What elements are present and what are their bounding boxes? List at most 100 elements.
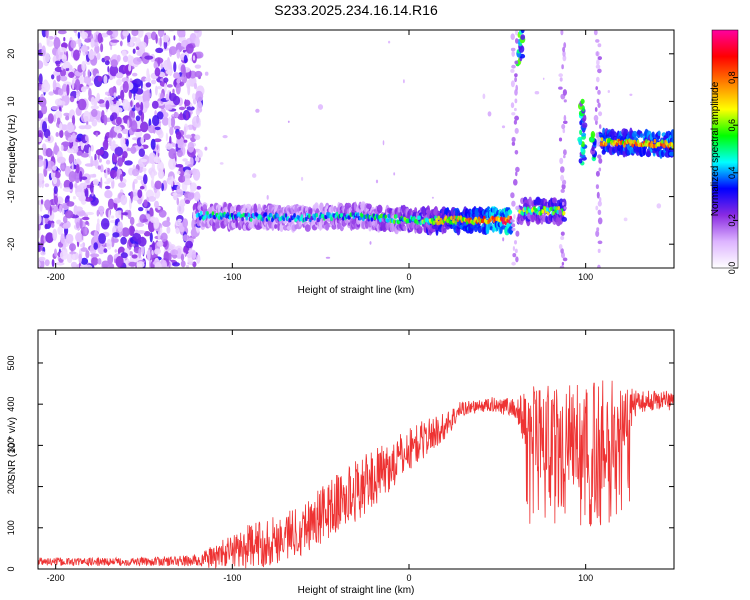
band-blob	[511, 223, 516, 228]
ridge-halo	[231, 220, 237, 229]
noise-blob	[393, 172, 396, 176]
noise-blob	[127, 32, 131, 45]
noise-blob	[117, 157, 123, 167]
band-blob	[513, 119, 518, 125]
noise-blob	[152, 126, 156, 134]
noise-blob	[54, 248, 57, 257]
noise-blob	[66, 121, 75, 133]
noise-blob	[79, 170, 83, 182]
noise-blob	[266, 195, 269, 200]
noise-blob	[184, 99, 191, 107]
noise-blob	[325, 256, 331, 259]
y-tick-label: 0	[6, 566, 16, 571]
noise-blob	[45, 147, 53, 158]
ridge-core	[652, 143, 656, 149]
noise-blob	[173, 35, 176, 41]
noise-blob	[50, 222, 55, 228]
noise-blob	[196, 185, 202, 190]
band-blob	[595, 64, 601, 69]
noise-blob	[56, 117, 61, 125]
noise-blob	[59, 129, 64, 138]
x-tick-label: -200	[47, 573, 65, 583]
noise-blob	[119, 40, 123, 47]
noise-blob	[154, 261, 162, 268]
ridge-core	[448, 216, 451, 221]
band-blob	[560, 30, 564, 36]
ridge-halo	[257, 203, 262, 212]
ridge-halo	[651, 131, 655, 138]
noise-blob	[104, 60, 110, 66]
snr-panel: -200 -100 0 100 0 100 200 300 400 500 Height of …	[6, 329, 675, 596]
noise-blob	[193, 82, 198, 90]
ridge-core	[502, 220, 505, 225]
band-blob	[511, 141, 516, 146]
ridge-core	[211, 211, 215, 216]
noise-blob	[97, 75, 103, 82]
noise-blob	[114, 146, 124, 157]
ridge-core	[282, 216, 286, 222]
noise-blob	[192, 55, 196, 61]
noise-blob	[57, 88, 64, 96]
x-tick-label: 100	[578, 573, 593, 583]
ridge-core	[249, 217, 253, 222]
streak-blob	[577, 136, 583, 143]
noise-blob	[65, 115, 70, 121]
band-blob	[514, 107, 517, 112]
noise-blob	[92, 160, 98, 166]
noise-blob	[57, 47, 61, 56]
noise-blob	[191, 93, 196, 100]
band-blob	[515, 230, 520, 237]
spectrogram-x-label: Height of straight line (km)	[298, 285, 415, 296]
noise-blob	[87, 82, 94, 86]
noise-blob	[60, 124, 69, 131]
noise-blob	[75, 163, 80, 174]
band-blob	[599, 124, 602, 129]
streak-blob	[582, 114, 587, 122]
ridge-core	[313, 216, 317, 221]
noise-blob	[173, 194, 178, 201]
noise-blob	[149, 232, 153, 243]
noise-blob	[173, 125, 181, 131]
band-blob	[596, 59, 600, 66]
ridge-core	[562, 211, 566, 216]
noise-blob	[93, 102, 97, 107]
noise-blob	[62, 215, 68, 224]
noise-blob	[369, 241, 372, 245]
noise-blob	[184, 199, 191, 204]
noise-blob	[139, 185, 145, 190]
noise-blob	[185, 125, 189, 129]
noise-blob	[155, 85, 158, 96]
noise-blob	[113, 92, 117, 99]
noise-blob	[81, 60, 86, 72]
noise-blob	[148, 92, 151, 99]
ridge-core	[600, 137, 604, 142]
noise-blob	[55, 60, 61, 65]
noise-blob	[132, 48, 136, 54]
noise-blob	[90, 38, 95, 48]
noise-blob	[44, 224, 48, 230]
noise-blob	[189, 156, 194, 167]
band-blob	[514, 248, 518, 254]
noise-blob	[127, 119, 130, 129]
ridge-core	[523, 206, 527, 211]
ridge-core	[507, 215, 510, 220]
noise-blob	[140, 136, 144, 145]
noise-blob	[153, 156, 161, 164]
band-blob	[515, 205, 520, 211]
noise-blob	[42, 121, 47, 133]
noise-blob	[144, 55, 154, 60]
noise-blob	[74, 206, 83, 212]
noise-blob	[136, 261, 145, 268]
noise-blob	[103, 114, 108, 126]
noise-blob	[104, 181, 111, 185]
noise-blob	[114, 249, 118, 253]
noise-blob	[110, 39, 120, 43]
y-tick-label: -20	[6, 238, 16, 251]
noise-blob	[165, 132, 168, 142]
noise-blob	[157, 161, 165, 173]
band-blob	[595, 205, 599, 211]
y-tick-label: 500	[6, 355, 16, 370]
noise-blob	[192, 168, 201, 181]
band-blob	[512, 253, 517, 258]
ridge-core	[453, 215, 456, 220]
